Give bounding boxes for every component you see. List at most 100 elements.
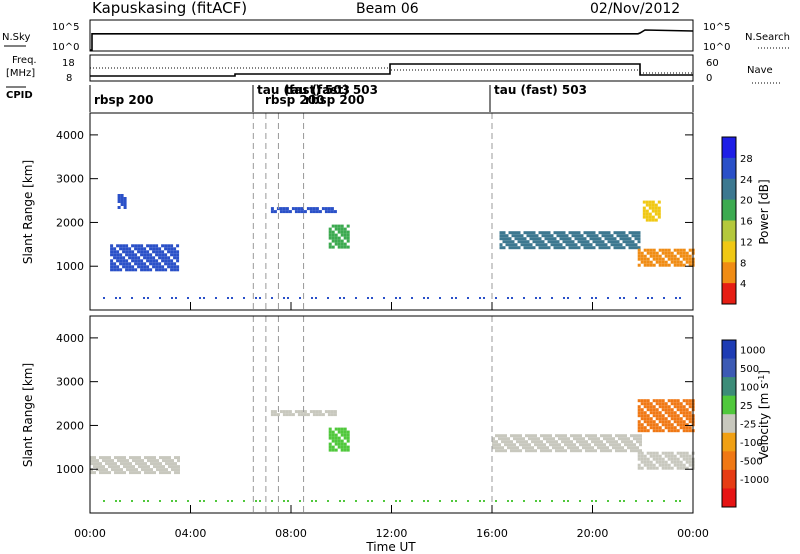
data-cell	[128, 250, 132, 254]
data-cell	[670, 451, 674, 455]
data-cell	[340, 224, 344, 228]
data-cell	[547, 231, 551, 235]
data-cell	[658, 399, 662, 403]
data-cell	[271, 297, 273, 299]
data-cell	[367, 500, 369, 502]
data-cell	[170, 265, 174, 269]
data-cell	[117, 206, 121, 209]
data-cell	[685, 457, 689, 461]
data-cell	[135, 471, 138, 475]
data-cell	[315, 207, 319, 211]
data-cell	[658, 248, 662, 252]
data-cell	[676, 257, 680, 261]
data-cell	[559, 234, 563, 238]
data-cell	[337, 230, 341, 234]
data-cell	[543, 437, 546, 441]
data-cell	[131, 268, 135, 272]
data-cell	[535, 234, 539, 238]
data-cell	[507, 440, 510, 444]
data-cell	[340, 439, 344, 443]
data-cell	[276, 413, 280, 417]
data-cell	[667, 457, 671, 461]
data-cell	[117, 456, 120, 460]
data-cell	[161, 259, 165, 263]
data-cell	[609, 440, 612, 444]
data-cell	[312, 410, 316, 414]
data-cell	[552, 443, 555, 447]
colorbar-tick-label: 20	[740, 196, 753, 207]
y-tick-label: 4000	[56, 129, 84, 142]
data-cell	[561, 449, 564, 453]
data-cell	[105, 468, 108, 472]
data-cell	[670, 417, 674, 421]
data-cell	[110, 265, 114, 269]
freq-label: Freq.	[12, 55, 37, 66]
data-cell	[603, 443, 606, 447]
data-cell	[346, 230, 350, 234]
data-cell	[343, 430, 347, 434]
data-cell	[627, 443, 630, 447]
data-cell	[135, 462, 138, 466]
data-cell	[334, 436, 338, 440]
data-cell	[661, 466, 665, 470]
data-cell	[682, 257, 686, 261]
data-cell	[168, 465, 171, 469]
data-cell	[676, 260, 680, 264]
data-cell	[682, 405, 686, 409]
colorbar-tick-label: 1000	[740, 345, 765, 356]
data-cell	[673, 411, 677, 415]
data-cell	[535, 240, 539, 244]
data-cell	[651, 203, 655, 207]
data-cell	[549, 440, 552, 444]
data-cell	[528, 449, 531, 453]
colorbar-swatch	[722, 157, 736, 180]
data-cell	[297, 210, 301, 214]
data-cell	[111, 462, 114, 466]
data-cell	[647, 500, 649, 502]
data-cell	[93, 456, 96, 460]
data-cell	[633, 443, 636, 447]
noise-right-tick-top: 10^5	[703, 22, 730, 33]
data-cell	[131, 253, 135, 257]
data-cell	[553, 243, 557, 247]
data-cell	[604, 231, 608, 235]
data-cell	[153, 465, 156, 469]
data-cell	[328, 427, 332, 431]
data-cell	[664, 466, 668, 470]
data-cell	[649, 463, 653, 467]
data-cell	[646, 460, 650, 464]
data-cell	[609, 437, 612, 441]
data-cell	[663, 297, 665, 299]
data-cell	[667, 454, 671, 458]
data-cell	[634, 231, 638, 235]
y-tick-label: 2000	[56, 419, 84, 432]
data-cell	[309, 410, 313, 414]
data-cell	[343, 436, 347, 440]
data-cell	[549, 437, 552, 441]
data-cell	[117, 197, 121, 200]
data-cell	[155, 262, 159, 266]
data-cell	[532, 231, 536, 235]
data-cell	[158, 256, 162, 260]
data-cell	[328, 230, 332, 234]
data-cell	[511, 234, 515, 238]
data-cell	[330, 410, 334, 414]
data-cell	[525, 449, 528, 453]
data-cell	[324, 410, 328, 414]
data-cell	[579, 437, 582, 441]
data-cell	[682, 454, 686, 458]
data-cell	[624, 440, 627, 444]
data-cell	[171, 500, 173, 502]
data-cell	[532, 234, 536, 238]
data-cell	[561, 437, 564, 441]
data-cell	[598, 246, 602, 250]
data-cell	[580, 234, 584, 238]
data-cell	[574, 231, 578, 235]
data-cell	[567, 297, 569, 299]
data-cell	[563, 297, 565, 299]
data-cell	[125, 268, 129, 272]
data-cell	[516, 446, 519, 450]
data-cell	[303, 210, 307, 214]
data-cell	[340, 445, 344, 449]
data-cell	[371, 500, 373, 502]
